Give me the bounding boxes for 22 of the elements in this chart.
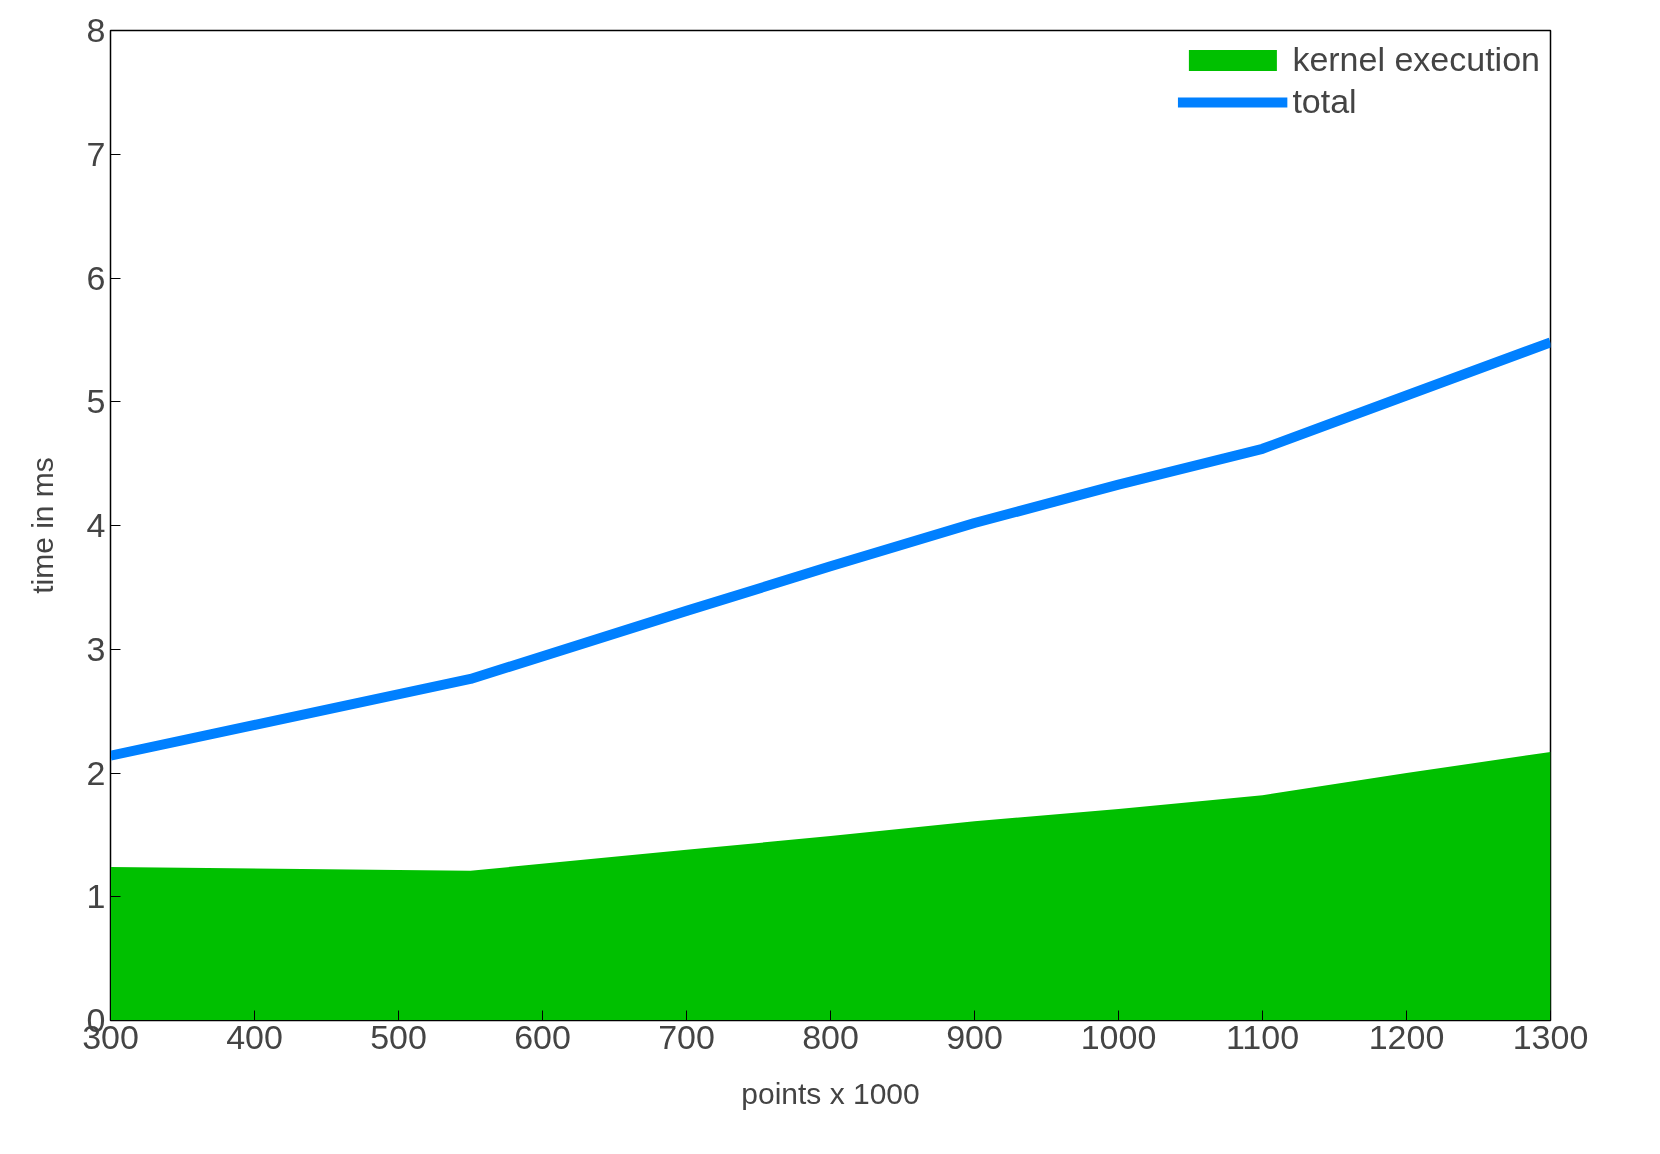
y-tick-label: 5	[86, 382, 106, 421]
x-tick-label: 900	[946, 1017, 1003, 1056]
legend-label: total	[1292, 82, 1357, 121]
x-tick-label: 1200	[1368, 1017, 1445, 1056]
y-tick-label: 7	[86, 134, 106, 173]
x-tick-label: 800	[802, 1017, 859, 1056]
y-tick-label: 8	[86, 11, 106, 49]
x-tick-label: 1300	[1512, 1017, 1589, 1056]
y-tick-label: 2	[86, 753, 106, 792]
x-tick-label: 400	[226, 1017, 283, 1056]
y-tick-label: 4	[86, 506, 106, 544]
x-tick-label: 600	[514, 1017, 571, 1056]
legend-label: kernel execution	[1292, 40, 1540, 79]
y-tick-label: 6	[86, 258, 106, 297]
x-tick-label: 700	[658, 1017, 715, 1056]
x-tick-label: 500	[370, 1017, 427, 1056]
x-tick-label: 1000	[1080, 1017, 1157, 1056]
y-tick-label: 3	[86, 629, 106, 668]
y-tick-label: 1	[86, 877, 106, 916]
x-tick-label: 1100	[1225, 1017, 1300, 1056]
y-axis-title: time in ms	[25, 457, 59, 594]
x-axis-title: points x 1000	[741, 1076, 920, 1110]
